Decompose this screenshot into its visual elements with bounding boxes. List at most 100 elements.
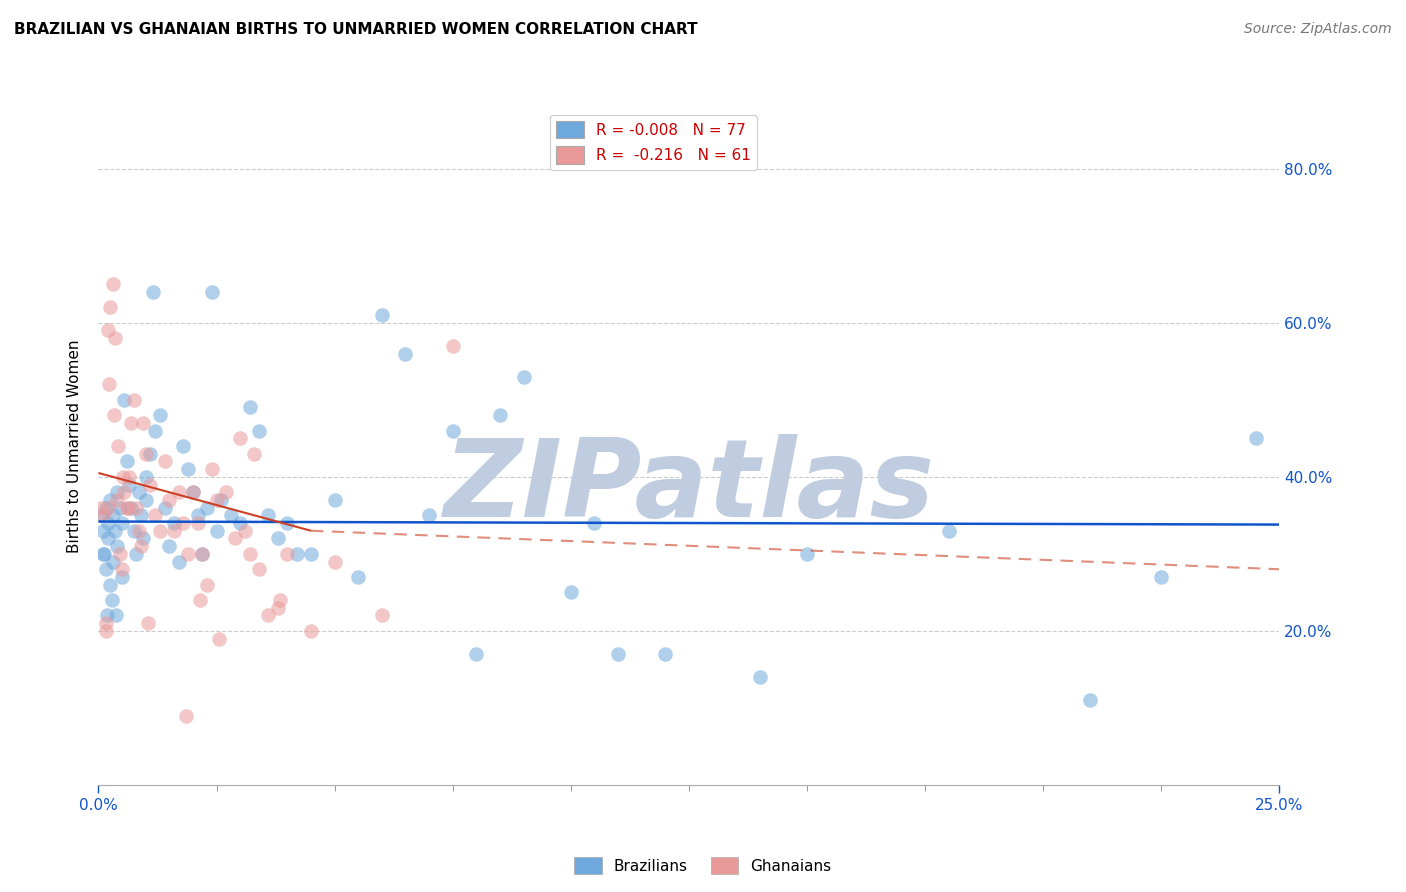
Text: ZIPatlas: ZIPatlas bbox=[443, 434, 935, 540]
Point bbox=[205, 492, 228, 507]
Point bbox=[91, 524, 114, 538]
Point bbox=[1080, 693, 1102, 707]
Point bbox=[163, 524, 186, 538]
Point bbox=[201, 285, 224, 299]
Point bbox=[129, 539, 152, 553]
Point bbox=[441, 424, 464, 438]
Point bbox=[100, 593, 122, 607]
Point bbox=[163, 516, 186, 530]
Point bbox=[139, 447, 162, 461]
Point bbox=[191, 547, 214, 561]
Point bbox=[209, 492, 232, 507]
Point bbox=[323, 555, 346, 569]
Point bbox=[276, 516, 298, 530]
Point bbox=[112, 392, 135, 407]
Point bbox=[97, 377, 120, 392]
Point bbox=[97, 500, 120, 515]
Point bbox=[938, 524, 960, 538]
Point bbox=[98, 301, 121, 315]
Point bbox=[122, 524, 145, 538]
Point bbox=[181, 485, 204, 500]
Point bbox=[215, 485, 238, 500]
Point bbox=[512, 369, 534, 384]
Point bbox=[191, 547, 214, 561]
Point bbox=[111, 516, 134, 530]
Legend: Brazilians, Ghanaians: Brazilians, Ghanaians bbox=[568, 851, 838, 880]
Point bbox=[117, 500, 139, 515]
Point bbox=[101, 508, 124, 523]
Point bbox=[96, 608, 118, 623]
Point bbox=[195, 577, 218, 591]
Point bbox=[347, 570, 370, 584]
Point bbox=[125, 547, 148, 561]
Point bbox=[143, 508, 166, 523]
Text: BRAZILIAN VS GHANAIAN BIRTHS TO UNMARRIED WOMEN CORRELATION CHART: BRAZILIAN VS GHANAIAN BIRTHS TO UNMARRIE… bbox=[14, 22, 697, 37]
Point bbox=[247, 424, 270, 438]
Point bbox=[108, 500, 131, 515]
Point bbox=[560, 585, 582, 599]
Point bbox=[118, 470, 141, 484]
Point bbox=[101, 277, 124, 292]
Point bbox=[135, 492, 157, 507]
Point bbox=[91, 547, 114, 561]
Point bbox=[90, 508, 112, 523]
Point bbox=[115, 500, 138, 515]
Point bbox=[323, 492, 346, 507]
Point bbox=[172, 439, 194, 453]
Point bbox=[489, 408, 512, 422]
Point bbox=[267, 600, 290, 615]
Point bbox=[177, 462, 200, 476]
Legend: R = -0.008   N = 77, R =  -0.216   N = 61: R = -0.008 N = 77, R = -0.216 N = 61 bbox=[550, 115, 756, 169]
Point bbox=[299, 547, 322, 561]
Point bbox=[142, 285, 165, 299]
Point bbox=[105, 492, 128, 507]
Point bbox=[167, 485, 190, 500]
Point bbox=[105, 539, 128, 553]
Point bbox=[105, 485, 128, 500]
Point bbox=[90, 500, 112, 515]
Point bbox=[136, 616, 159, 631]
Point bbox=[219, 508, 242, 523]
Point bbox=[121, 416, 143, 430]
Point bbox=[796, 547, 818, 561]
Point bbox=[98, 577, 121, 591]
Point bbox=[607, 647, 630, 661]
Point bbox=[394, 346, 416, 360]
Point bbox=[104, 524, 127, 538]
Point bbox=[135, 470, 157, 484]
Point bbox=[97, 323, 120, 337]
Point bbox=[135, 447, 157, 461]
Point bbox=[269, 593, 291, 607]
Point bbox=[111, 470, 134, 484]
Point bbox=[583, 516, 606, 530]
Point bbox=[654, 647, 676, 661]
Point bbox=[276, 547, 298, 561]
Point bbox=[101, 555, 124, 569]
Point bbox=[139, 477, 162, 491]
Point bbox=[97, 532, 120, 546]
Point bbox=[243, 447, 266, 461]
Point bbox=[1244, 431, 1267, 445]
Point bbox=[112, 485, 135, 500]
Point bbox=[371, 308, 394, 322]
Point bbox=[91, 508, 114, 523]
Point bbox=[153, 454, 176, 468]
Point bbox=[267, 532, 290, 546]
Point bbox=[108, 547, 131, 561]
Point bbox=[257, 508, 280, 523]
Point bbox=[172, 516, 194, 530]
Point bbox=[441, 339, 464, 353]
Point bbox=[93, 547, 115, 561]
Text: Source: ZipAtlas.com: Source: ZipAtlas.com bbox=[1244, 22, 1392, 37]
Point bbox=[94, 562, 117, 576]
Point bbox=[239, 547, 262, 561]
Point bbox=[149, 408, 172, 422]
Point bbox=[104, 331, 127, 345]
Point bbox=[229, 516, 252, 530]
Point bbox=[149, 524, 172, 538]
Point bbox=[257, 608, 280, 623]
Point bbox=[94, 616, 117, 631]
Point bbox=[177, 547, 200, 561]
Point bbox=[103, 408, 125, 422]
Point bbox=[229, 431, 252, 445]
